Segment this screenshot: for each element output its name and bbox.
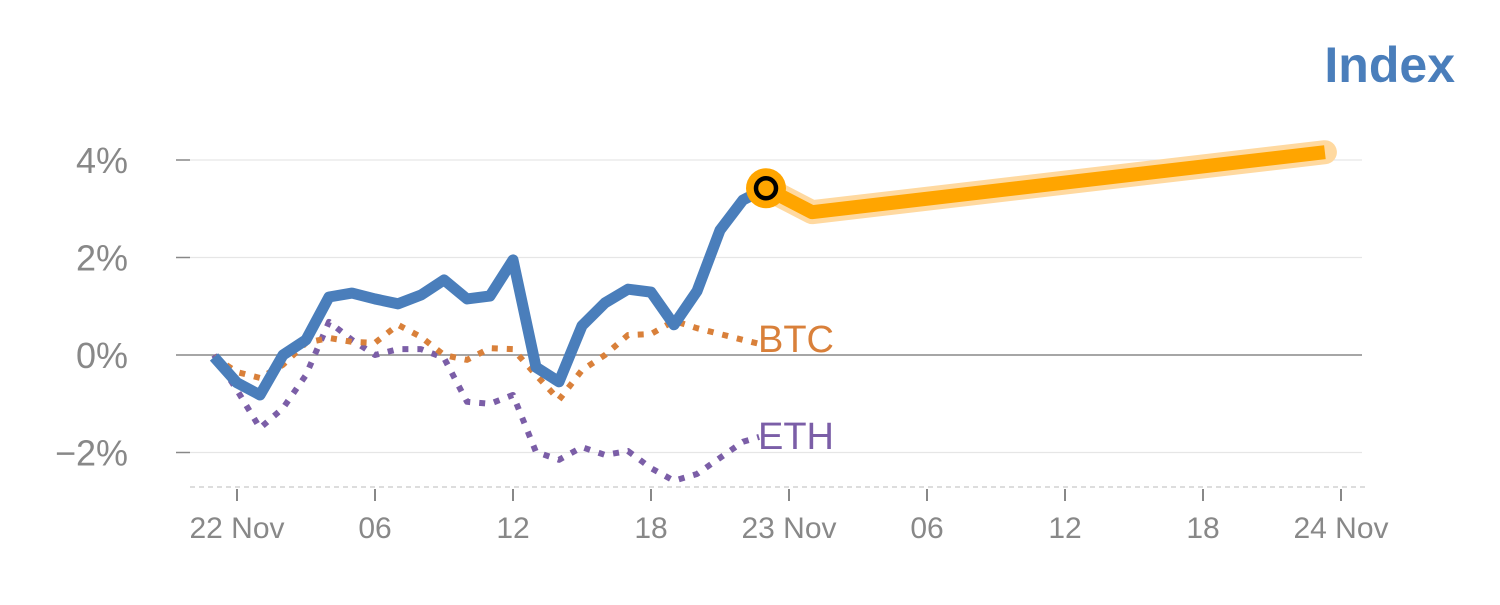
x-tick-label: 12 [1048,512,1081,545]
x-tick-label: 18 [1186,512,1219,545]
forecast-line [762,145,1326,220]
x-tick-label: 12 [496,512,529,545]
current-point-ring [753,176,779,201]
x-tick-label: 06 [358,512,391,545]
y-tick-label: −2% [55,433,128,474]
x-axis: 22 Nov 06 12 18 23 Nov 06 12 18 24 Nov [189,486,1389,545]
x-tick-label: 18 [634,512,667,545]
x-tick-label: 06 [910,512,943,545]
y-tick-label: 0% [76,335,128,376]
btc-series-label: BTC [758,319,834,361]
y-tick-label: 2% [76,238,128,279]
x-tick-label: 24 Nov [1293,512,1388,545]
y-tick-label: 4% [76,140,128,181]
y-axis: 4% 2% 0% −2% [55,140,190,474]
index-line [209,183,769,401]
chart-title: Index [1324,37,1455,93]
x-tick-label: 22 Nov [189,512,284,545]
x-tick-label: 23 Nov [741,512,836,545]
series-layer [209,140,1337,484]
eth-series-label: ETH [758,416,834,458]
